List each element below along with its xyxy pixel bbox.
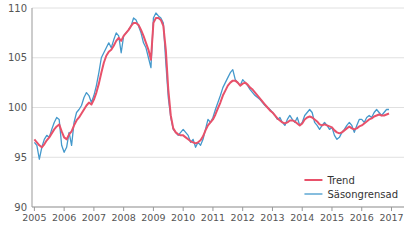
- grid-line: [32, 57, 404, 58]
- x-tick: [272, 207, 273, 211]
- y-tick-label: 105: [8, 52, 27, 63]
- x-tick-label: 2016: [350, 212, 374, 223]
- grid-line: [32, 207, 404, 208]
- x-tick-label: 2005: [22, 212, 46, 223]
- legend: Trend Säsongrensad: [304, 175, 398, 200]
- x-tick: [331, 207, 332, 211]
- y-tick-label: 90: [14, 202, 27, 213]
- x-tick: [361, 207, 362, 211]
- series-line: [34, 13, 389, 159]
- x-tick-label: 2010: [171, 212, 195, 223]
- legend-swatch: [304, 193, 322, 194]
- x-tick: [93, 207, 94, 211]
- y-tick-label: 95: [14, 152, 27, 163]
- x-tick: [64, 207, 65, 211]
- x-axis-line: [32, 207, 404, 208]
- y-tick-label: 110: [8, 3, 27, 14]
- grid-line: [32, 157, 404, 158]
- x-tick: [153, 207, 154, 211]
- legend-label: Säsongrensad: [327, 189, 398, 200]
- x-tick: [183, 207, 184, 211]
- x-tick-label: 2009: [141, 212, 165, 223]
- x-tick: [242, 207, 243, 211]
- x-tick-label: 2011: [201, 212, 225, 223]
- series-line: [34, 18, 389, 147]
- x-tick: [123, 207, 124, 211]
- x-tick: [212, 207, 213, 211]
- x-tick-label: 2008: [112, 212, 136, 223]
- legend-swatch: [304, 179, 322, 181]
- x-tick: [302, 207, 303, 211]
- x-tick: [34, 207, 35, 211]
- x-tick-label: 2007: [82, 212, 106, 223]
- x-tick-label: 2017: [379, 212, 403, 223]
- x-tick-label: 2015: [320, 212, 344, 223]
- legend-label: Trend: [326, 175, 354, 186]
- grid: [32, 8, 404, 207]
- x-tick-label: 2006: [52, 212, 76, 223]
- y-tick-label: 100: [8, 102, 27, 113]
- x-tick-label: 2014: [290, 212, 314, 223]
- plot-area: [34, 13, 389, 159]
- x-tick-label: 2013: [260, 212, 284, 223]
- y-axis-line: [32, 8, 33, 207]
- x-tick: [391, 207, 392, 211]
- chart: 90 95 100 105 110 2005 2006 2007 2008 2009 2010 201…: [0, 0, 416, 227]
- grid-line: [32, 8, 404, 9]
- x-tick-label: 2012: [231, 212, 255, 223]
